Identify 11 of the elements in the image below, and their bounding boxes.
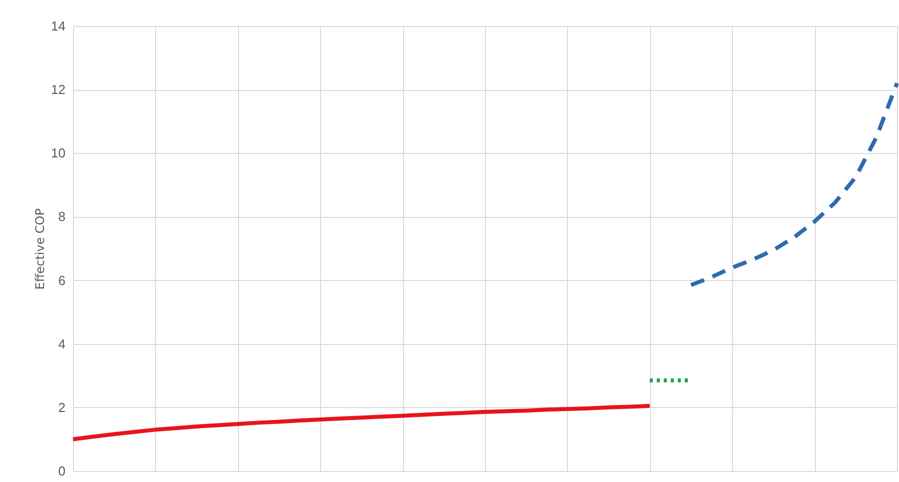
line-series bbox=[71, 404, 652, 442]
y-tick-label: 10 bbox=[51, 146, 66, 161]
y-tick-label: 8 bbox=[58, 209, 66, 224]
y-tick-label: 6 bbox=[58, 272, 66, 288]
y-tick-label: 4 bbox=[58, 336, 66, 352]
y-tick-label: 14 bbox=[51, 18, 66, 34]
y-tick-label: 12 bbox=[51, 82, 66, 98]
y-tick-label: 0 bbox=[58, 464, 66, 478]
y-tick-label: 2 bbox=[58, 400, 66, 415]
line-series bbox=[689, 81, 899, 288]
y-axis-title: Effective COP bbox=[33, 208, 48, 290]
